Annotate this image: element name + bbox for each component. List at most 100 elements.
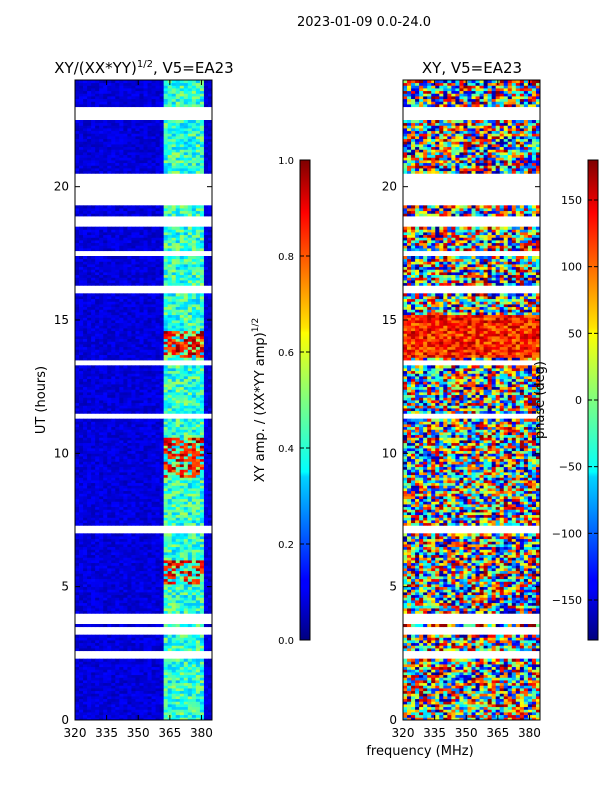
heatmap-cell (199, 658, 205, 662)
heatmap-cell (143, 293, 148, 297)
heatmap-cell (203, 426, 209, 430)
heatmap-cell (119, 434, 124, 438)
heatmap-cell (147, 581, 152, 585)
heatmap-cell (187, 549, 193, 553)
heatmap-cell (95, 309, 100, 313)
heatmap-cell (135, 490, 140, 494)
heatmap-cell (95, 541, 100, 545)
heatmap-cell (199, 538, 205, 542)
heatmap-cell (111, 581, 116, 585)
heatmap-cell (83, 349, 88, 353)
heatmap-cell (187, 565, 193, 569)
heatmap-cell (103, 461, 108, 465)
heatmap-cell (191, 533, 197, 537)
heatmap-cell (83, 442, 88, 446)
heatmap-cell (167, 408, 173, 412)
heatmap-cell (127, 578, 132, 582)
heatmap-cell (203, 304, 209, 308)
heatmap-cell (199, 424, 205, 428)
heatmap-cell (151, 344, 156, 348)
heatmap-cell (171, 634, 177, 638)
heatmap-cell (139, 640, 144, 644)
heatmap-cell (123, 640, 128, 644)
heatmap-cell (171, 488, 177, 492)
heatmap-cell (167, 365, 173, 369)
heatmap-cell (179, 338, 185, 342)
heatmap-cell (131, 666, 136, 670)
heatmap-cell (87, 493, 92, 497)
heatmap-cell (115, 445, 120, 449)
heatmap-cell (163, 373, 169, 377)
heatmap-cell (199, 610, 205, 614)
heatmap-cell (87, 514, 92, 518)
heatmap-cell (203, 693, 209, 697)
heatmap-cell (95, 538, 100, 542)
heatmap-cell (191, 578, 197, 582)
heatmap-cell (167, 344, 173, 348)
heatmap-cell (175, 589, 181, 593)
heatmap-cell (203, 293, 209, 297)
heatmap-cell (99, 429, 104, 433)
heatmap-cell (99, 389, 104, 393)
heatmap-cell (111, 648, 116, 652)
heatmap-cell (111, 434, 116, 438)
heatmap-cell (79, 682, 84, 686)
heatmap-cell (83, 384, 88, 388)
heatmap-cell (131, 565, 136, 569)
heatmap-cell (75, 560, 80, 564)
heatmap-cell (95, 594, 100, 598)
heatmap-cell (99, 277, 104, 281)
heatmap-cell (191, 565, 197, 569)
heatmap-cell (135, 338, 140, 342)
heatmap-cell (183, 490, 189, 494)
heatmap-cell (187, 352, 193, 356)
heatmap-cell (139, 386, 144, 390)
heatmap-cell (199, 509, 205, 513)
heatmap-cell (115, 709, 120, 713)
heatmap-cell (123, 605, 128, 609)
heatmap-cell (191, 693, 197, 697)
heatmap-cell (115, 605, 120, 609)
heatmap-cell (191, 445, 197, 449)
heatmap-cell (171, 448, 177, 452)
heatmap-cell (191, 405, 197, 409)
heatmap-cell (91, 450, 96, 454)
heatmap-cell (123, 325, 128, 329)
heatmap-cell (131, 674, 136, 678)
heatmap-cell (147, 597, 152, 601)
heatmap-cell (115, 658, 120, 662)
heatmap-cell (179, 306, 185, 310)
heatmap-cell (127, 448, 132, 452)
heatmap-cell (195, 461, 201, 465)
heatmap-cell (87, 576, 92, 580)
heatmap-cell (131, 549, 136, 553)
heatmap-cell (195, 533, 201, 537)
heatmap-cell (171, 658, 177, 662)
heatmap-cell (175, 426, 181, 430)
heatmap-cell (147, 346, 152, 350)
heatmap-cell (87, 336, 92, 340)
heatmap-cell (175, 314, 181, 318)
heatmap-cell (175, 432, 181, 436)
heatmap-cell (83, 274, 88, 278)
heatmap-cell (99, 298, 104, 302)
heatmap-cell (75, 717, 80, 720)
heatmap-cell (111, 392, 116, 396)
heatmap-cell (191, 522, 197, 526)
heatmap-cell (99, 568, 104, 572)
heatmap-cell (111, 330, 116, 334)
heatmap-cell (175, 533, 181, 537)
heatmap-cell (147, 586, 152, 590)
heatmap-cell (107, 378, 112, 382)
heatmap-cell (103, 677, 108, 681)
heatmap-cell (115, 293, 120, 297)
heatmap-cell (187, 634, 193, 638)
heatmap-cell (179, 509, 185, 513)
heatmap-cell (83, 546, 88, 550)
heatmap-cell (187, 445, 193, 449)
heatmap-cell (179, 408, 185, 412)
heatmap-cell (159, 685, 165, 689)
heatmap-cell (111, 384, 116, 388)
heatmap-cell (207, 341, 212, 345)
heatmap-cell (187, 645, 193, 649)
